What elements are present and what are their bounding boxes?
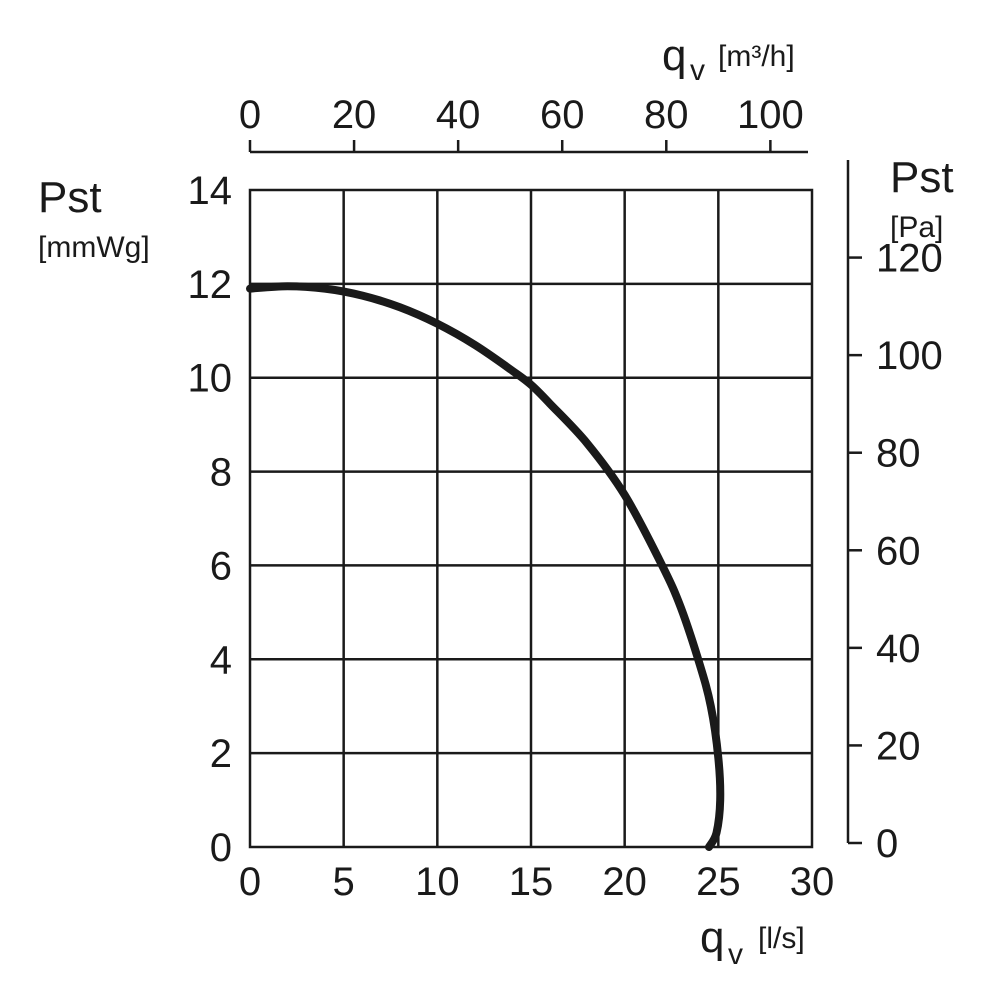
left-tick-label: 6 [210, 544, 232, 588]
right-tick-label: 20 [876, 724, 921, 768]
right-tick-label: 80 [876, 432, 921, 476]
left-tick-label: 14 [188, 169, 233, 213]
right-tick-label: 0 [876, 822, 898, 866]
left-tick-label: 10 [188, 357, 233, 401]
bottom-axis-subscript: v [728, 938, 743, 971]
axes [248, 140, 862, 845]
bottom-tick-label: 30 [790, 860, 835, 904]
top-axis-symbol: q [662, 31, 686, 80]
left-axis-unit: [mmWg] [38, 231, 150, 264]
bottom-axis-symbol: q [700, 913, 724, 962]
left-tick-label: 4 [210, 638, 232, 682]
left-tick-label: 0 [210, 826, 232, 870]
bottom-tick-label: 20 [602, 860, 647, 904]
top-axis-subscript: v [690, 54, 705, 87]
top-tick-label: 20 [332, 93, 377, 137]
top-tick-label: 80 [644, 93, 689, 137]
fan-curve-line [246, 282, 725, 851]
bottom-tick-label: 25 [696, 860, 741, 904]
left-axis-title: Pst [38, 173, 102, 222]
top-tick-label: 40 [436, 93, 481, 137]
right-axis-title: Pst [890, 153, 954, 202]
top-axis-unit: [m³/h] [718, 40, 795, 73]
bottom-tick-label: 0 [239, 860, 261, 904]
bottom-axis-unit: [l/s] [758, 922, 805, 955]
left-tick-label: 8 [210, 451, 232, 495]
bottom-tick-label: 5 [333, 860, 355, 904]
bottom-tick-label: 15 [509, 860, 554, 904]
top-tick-label: 0 [239, 93, 261, 137]
right-tick-label: 40 [876, 627, 921, 671]
right-tick-label: 100 [876, 334, 943, 378]
left-tick-label: 2 [210, 732, 232, 776]
left-tick-label: 12 [188, 263, 233, 307]
right-tick-label: 60 [876, 529, 921, 573]
series-curve [246, 282, 725, 851]
bottom-tick-label: 10 [415, 860, 460, 904]
top-tick-label: 100 [737, 93, 804, 137]
top-tick-label: 60 [540, 93, 585, 137]
right-tick-label: 120 [876, 237, 943, 281]
right-axis-unit: [Pa] [890, 211, 943, 244]
